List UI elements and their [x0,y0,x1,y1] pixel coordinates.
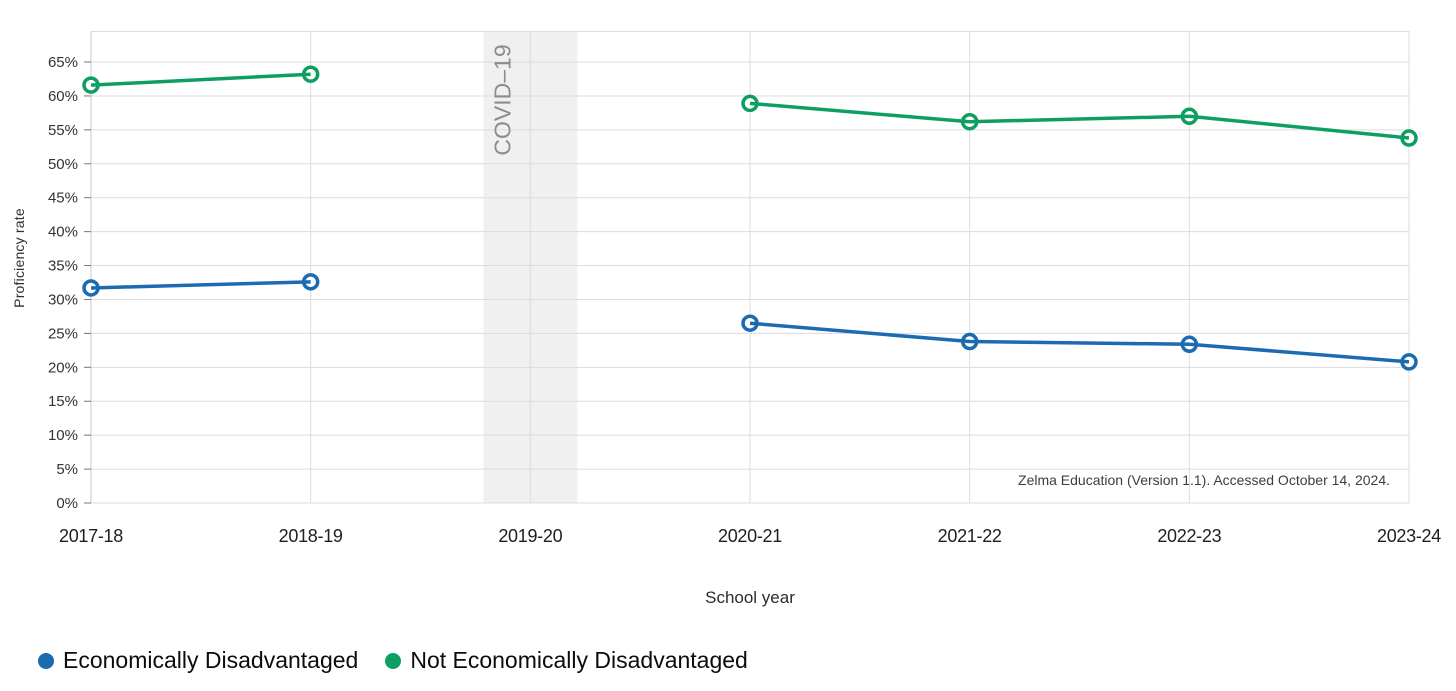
y-tick-label: 25% [48,325,78,342]
y-tick-label: 65% [48,54,78,71]
y-tick-label: 20% [48,359,78,376]
series-not-economically-disadvantaged [82,65,1418,147]
legend: Economically Disadvantaged Not Economical… [38,647,748,674]
y-tick-label: 50% [48,156,78,173]
x-tick-label: 2022-23 [1157,526,1221,546]
series-line [749,101,1410,140]
x-axis-ticks: 2017-18 2018-19 2019-20 2020-21 2021-22 2022-… [59,526,1442,546]
source-note: Zelma Education (Version 1.1). Accessed … [1018,472,1390,488]
legend-item-economically-disadvantaged: Economically Disadvantaged [38,647,358,674]
y-axis-ticks: 0% 5% 10% 15% 20% 25% 30% 35% 40% 45% 50% 55% 60% 65% [48,54,91,512]
x-tick-label: 2020-21 [718,526,782,546]
legend-label: Economically Disadvantaged [63,647,359,673]
x-tick-label: 2021-22 [938,526,1002,546]
legend-label: Not Economically Disadvantaged [410,647,748,673]
series-line [90,72,311,87]
y-axis-title: Proficiency rate [11,208,27,308]
x-tick-label: 2023-24 [1377,526,1441,546]
legend-swatch-icon [38,652,54,669]
covid-annotation-label: COVID–19 [489,44,515,155]
series-line [749,321,1410,364]
y-tick-label: 55% [48,122,78,139]
y-tick-label: 60% [48,88,78,105]
y-tick-label: 10% [48,427,78,444]
series-economically-disadvantaged [82,273,1418,371]
y-tick-label: 30% [48,291,78,308]
y-tick-label: 5% [56,461,78,478]
y-tick-label: 15% [48,393,78,410]
x-tick-label: 2017-18 [59,526,123,546]
legend-item-not-economically-disadvantaged: Not Economically Disadvantaged [385,647,748,674]
y-tick-label: 40% [48,224,78,241]
legend-swatch-icon [385,652,402,669]
x-tick-label: 2018-19 [279,526,343,546]
y-tick-label: 0% [56,495,78,512]
x-tick-label: 2019-20 [498,526,562,546]
series-line [90,280,311,290]
x-axis-title: School year [705,588,795,607]
y-tick-label: 35% [48,258,78,275]
y-tick-label: 45% [48,190,78,207]
